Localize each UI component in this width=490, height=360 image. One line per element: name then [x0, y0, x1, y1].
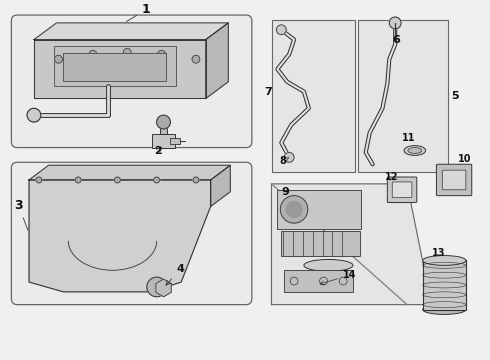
- Ellipse shape: [304, 260, 353, 271]
- Circle shape: [36, 177, 42, 183]
- FancyBboxPatch shape: [11, 15, 252, 148]
- FancyBboxPatch shape: [437, 164, 472, 196]
- FancyBboxPatch shape: [442, 170, 466, 190]
- Circle shape: [115, 177, 121, 183]
- Text: 10: 10: [458, 154, 471, 164]
- Bar: [271, 20, 355, 172]
- Bar: [152, 134, 175, 148]
- Circle shape: [75, 177, 81, 183]
- Circle shape: [193, 177, 199, 183]
- Bar: [53, 46, 176, 86]
- Circle shape: [280, 196, 308, 223]
- Bar: [358, 20, 448, 172]
- Circle shape: [276, 25, 286, 35]
- Text: 4: 4: [166, 264, 184, 285]
- Ellipse shape: [423, 305, 466, 314]
- Bar: [277, 190, 361, 229]
- Bar: [284, 270, 353, 292]
- Text: 14: 14: [320, 270, 357, 285]
- Polygon shape: [271, 184, 432, 305]
- FancyBboxPatch shape: [387, 177, 417, 203]
- Text: 3: 3: [14, 199, 28, 230]
- Text: 1: 1: [126, 3, 151, 22]
- Circle shape: [192, 55, 200, 63]
- FancyBboxPatch shape: [392, 182, 412, 198]
- Ellipse shape: [404, 145, 426, 156]
- Text: 7: 7: [264, 87, 271, 96]
- Polygon shape: [29, 180, 211, 292]
- Circle shape: [286, 202, 302, 217]
- Polygon shape: [156, 279, 171, 297]
- Circle shape: [158, 50, 166, 58]
- Polygon shape: [211, 165, 230, 207]
- Text: 11: 11: [402, 133, 416, 143]
- Polygon shape: [206, 23, 228, 99]
- Polygon shape: [34, 23, 228, 40]
- Circle shape: [123, 49, 131, 56]
- Circle shape: [154, 177, 160, 183]
- Circle shape: [27, 108, 41, 122]
- Circle shape: [89, 50, 97, 58]
- Bar: [423, 260, 466, 310]
- Ellipse shape: [408, 148, 422, 153]
- Text: 5: 5: [451, 90, 459, 100]
- Ellipse shape: [423, 256, 466, 265]
- Text: 12: 12: [385, 172, 399, 182]
- Bar: [281, 231, 360, 256]
- Circle shape: [389, 17, 401, 29]
- Polygon shape: [34, 40, 206, 99]
- Circle shape: [284, 153, 294, 162]
- FancyBboxPatch shape: [11, 162, 252, 305]
- Circle shape: [147, 277, 167, 297]
- Circle shape: [157, 115, 171, 129]
- Circle shape: [54, 55, 62, 63]
- Polygon shape: [29, 165, 230, 180]
- Text: 2: 2: [154, 147, 162, 157]
- Bar: [63, 53, 167, 81]
- Text: 13: 13: [432, 248, 445, 257]
- Text: 8: 8: [279, 156, 289, 166]
- Text: 9: 9: [281, 187, 289, 197]
- Text: 6: 6: [392, 35, 400, 45]
- Bar: [160, 124, 168, 134]
- Bar: [171, 138, 180, 144]
